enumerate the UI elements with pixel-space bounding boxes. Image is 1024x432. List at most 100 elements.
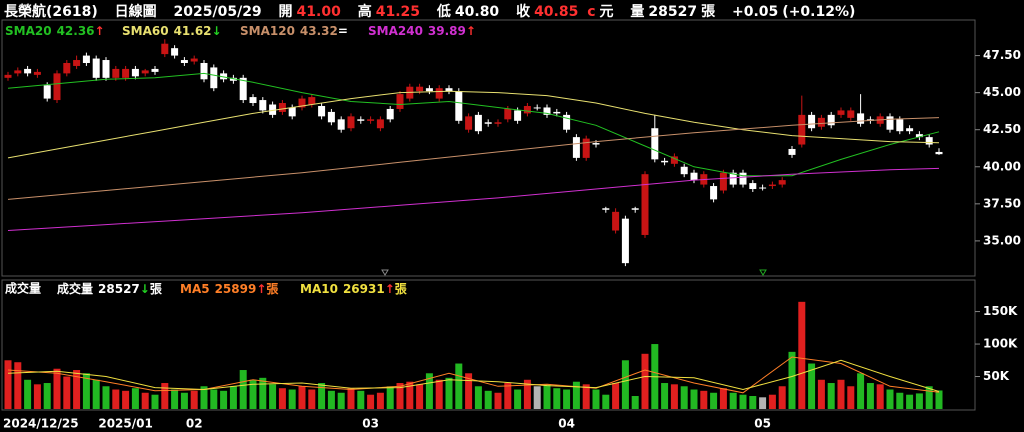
volume-bar: [337, 392, 345, 409]
candle-body: [318, 105, 326, 117]
volume-bar: [416, 384, 424, 409]
candle-body: [376, 119, 384, 129]
x-tick-label: 03: [362, 417, 379, 431]
close-flag: c: [587, 4, 596, 20]
legend-trend: ↑: [385, 282, 395, 296]
volume-bar: [543, 384, 551, 409]
candle-body: [161, 43, 169, 55]
volume-bar: [357, 390, 365, 409]
marker: [759, 269, 767, 276]
candle-body: [14, 70, 22, 74]
volume-title: 成交量: [5, 281, 41, 296]
volume-bar: [455, 363, 463, 409]
candle-body: [837, 110, 845, 115]
candle-body: [396, 94, 404, 109]
volume-bar: [474, 386, 482, 409]
legend-trend: ↓: [212, 24, 222, 38]
legend-value: 25899: [215, 282, 257, 296]
y-tick-label: 42.50: [983, 122, 1021, 136]
candle-body: [171, 48, 179, 56]
x-tick-label: 2025/01: [98, 417, 152, 431]
ma-line: [7, 356, 940, 394]
volume-bar: [43, 383, 51, 409]
legend-value: 26931: [343, 282, 385, 296]
candle-body: [92, 58, 100, 78]
candle-body: [347, 116, 355, 129]
candle-body: [484, 122, 492, 124]
candle-body: [229, 77, 237, 81]
volume-bar: [141, 392, 149, 409]
candle-body: [661, 160, 669, 163]
volume-bar: [122, 390, 130, 409]
volume-bar: [14, 362, 22, 409]
candle-body: [465, 116, 473, 130]
volume-bar: [866, 383, 874, 409]
legend-entry: MA5 25899↑張: [180, 282, 279, 296]
low: 40.80: [454, 4, 500, 20]
label: 收: [516, 4, 531, 20]
legend-entry: SMA60 41.62↓: [122, 24, 222, 38]
price-panel: [1, 19, 976, 277]
volume-bar: [592, 389, 600, 409]
volume-bar: [680, 386, 688, 409]
candle-body: [337, 119, 345, 130]
volume-bar: [925, 386, 933, 409]
volume-bar: [857, 373, 865, 409]
candle-body: [670, 156, 678, 164]
volume-bar: [621, 360, 629, 409]
ma-line: [7, 117, 940, 200]
legend-trend: ↑: [466, 24, 476, 38]
label: 低: [436, 4, 451, 20]
volume-bar: [425, 373, 433, 409]
period: 日線圖: [114, 4, 157, 20]
volume-bar: [798, 301, 806, 409]
candle-body: [200, 62, 208, 80]
candle-body: [788, 148, 796, 155]
legend-trend: ↓: [140, 282, 150, 296]
candle-body: [759, 187, 767, 189]
legend-value: 43.32: [300, 24, 338, 38]
volume-bar: [729, 392, 737, 409]
candle-body: [572, 137, 580, 158]
candle-body: [190, 58, 198, 62]
y-tick-label: 50K: [983, 369, 1010, 383]
candle-body: [53, 73, 61, 101]
candle-body: [131, 68, 139, 77]
candle-body: [915, 134, 923, 138]
label: 開: [278, 4, 293, 20]
close: 40.85: [534, 4, 579, 20]
candle-body: [73, 60, 81, 66]
volume-bar: [759, 397, 767, 409]
x-tick-label: 02: [186, 417, 203, 431]
candle-body: [288, 107, 296, 117]
volume-bar: [239, 370, 247, 409]
candle-body: [641, 174, 649, 235]
volume-bar: [278, 388, 286, 409]
candle-body: [494, 122, 502, 124]
volume-bar: [269, 384, 277, 409]
candle-body: [24, 68, 32, 74]
volume-bar: [220, 390, 228, 409]
legend-entry: MA10 26931↑張: [300, 282, 408, 296]
volume-bar: [465, 373, 473, 409]
volume-bar: [210, 389, 218, 409]
candle-body: [112, 68, 120, 78]
candle-body: [474, 114, 482, 132]
volume-bar: [376, 392, 384, 409]
volume-bar: [886, 389, 894, 409]
volume-bar: [92, 379, 100, 409]
candle-body: [504, 108, 512, 120]
volume-bar: [367, 394, 375, 409]
legend-value: 41.62: [174, 24, 212, 38]
currency: 元: [599, 4, 614, 20]
candle-body: [455, 91, 463, 121]
volume-bar: [514, 389, 522, 409]
candle-body: [416, 86, 424, 92]
volume-bar: [494, 392, 502, 409]
legend-trend: ↑: [256, 282, 266, 296]
volume-bar: [837, 379, 845, 409]
ma-line: [7, 90, 940, 159]
volume-bar: [504, 383, 512, 409]
legend-name: MA5: [180, 282, 210, 296]
candle-body: [778, 180, 786, 185]
